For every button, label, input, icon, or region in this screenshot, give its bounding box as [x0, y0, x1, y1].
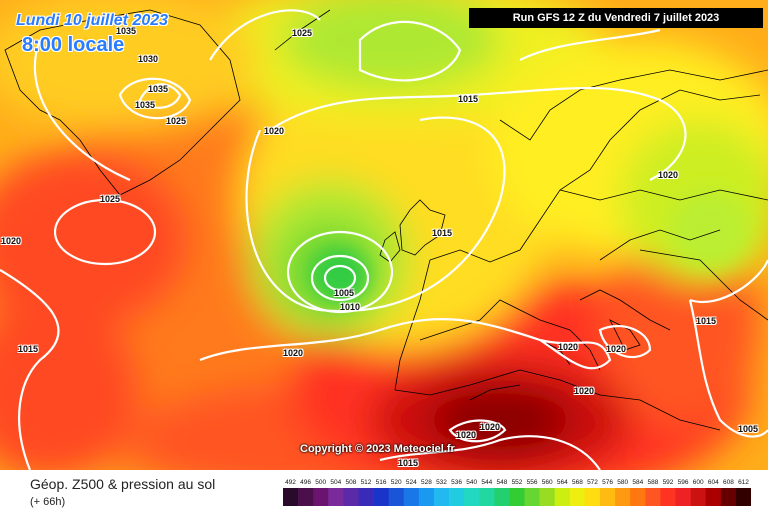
scale-tick-label: 496: [300, 479, 311, 486]
model-run-label: Run GFS 12 Z du Vendredi 7 juillet 2023: [469, 8, 763, 28]
color-scale: 492 496 500 504 508 512 516 520 524 528 532 536 540 5…: [283, 479, 751, 506]
scale-swatch: [705, 488, 722, 506]
isobar-label: 1020: [606, 344, 627, 354]
scale-tick-label: 544: [481, 479, 492, 486]
scale-swatch: [735, 488, 751, 506]
isobar-label: 1025: [166, 116, 187, 126]
isobar-label: 1020: [456, 430, 477, 440]
lead-time: (+ 66h): [30, 496, 66, 508]
scale-swatch: [645, 488, 661, 506]
scale-swatch: [569, 488, 586, 506]
scale-swatch: [343, 488, 359, 506]
isobar-label: 1015: [458, 94, 479, 104]
scale-tick-label: 560: [542, 479, 553, 486]
scale-tick-label: 596: [678, 479, 689, 486]
isobar-label: 1035: [148, 84, 169, 94]
scale-swatch: [615, 488, 631, 506]
scale-tick-label: 532: [436, 479, 447, 486]
isobar-label: 1020: [558, 342, 579, 352]
forecast-local-time: 8:00 locale: [22, 34, 125, 56]
scale-swatch: [600, 488, 616, 506]
scale-tick-label: 556: [527, 479, 538, 486]
geopotential-shading: [0, 0, 768, 470]
scale-swatch: [313, 488, 329, 506]
isobar-label: 1020: [480, 422, 501, 432]
isobar-label: 1025: [292, 28, 313, 38]
scale-tick-label: 552: [512, 479, 523, 486]
isobar-label: 1020: [658, 170, 679, 180]
scale-swatch: [690, 488, 706, 506]
scale-swatch: [403, 488, 420, 506]
scale-swatch: [509, 488, 525, 506]
scale-tick-label: 528: [421, 479, 432, 486]
isobar-label: 1020: [283, 348, 304, 358]
scale-tick-label: 604: [708, 479, 719, 486]
scale-tick-label: 516: [376, 479, 387, 486]
scale-swatch: [539, 488, 555, 506]
isobar-label: 1020: [1, 236, 22, 246]
isobar-label: 1015: [18, 344, 39, 354]
scale-tick-label: 508: [345, 479, 356, 486]
scale-swatch: [479, 488, 495, 506]
scale-tick-label: 584: [632, 479, 643, 486]
scale-swatch: [630, 488, 646, 506]
scale-tick-label: 536: [451, 479, 462, 486]
scale-tick-label: 612: [738, 479, 749, 486]
scale-swatch: [464, 488, 480, 506]
scale-tick-label: 548: [496, 479, 507, 486]
scale-swatch: [675, 488, 691, 506]
scale-swatch: [494, 488, 510, 506]
scale-tick-label: 500: [315, 479, 326, 486]
scale-tick-label: 592: [663, 479, 674, 486]
isobar-label: 1030: [138, 54, 159, 64]
legend-bar: Géop. Z500 & pression au sol (+ 66h) 492…: [0, 470, 768, 512]
scale-swatch: [434, 488, 450, 506]
scale-tick-label: 576: [602, 479, 613, 486]
scale-tick-label: 492: [285, 479, 296, 486]
forecast-date-title: Lundi 10 juillet 2023: [16, 12, 169, 29]
scale-tick-label: 504: [330, 479, 341, 486]
scale-swatch: [388, 488, 405, 506]
scale-swatch: [554, 488, 571, 506]
scale-swatch: [283, 488, 299, 506]
scale-swatch: [584, 488, 601, 506]
isobar-label: 1015: [398, 458, 419, 468]
scale-tick-label: 572: [587, 479, 598, 486]
scale-tick-label: 588: [647, 479, 658, 486]
isobar-label: 1035: [135, 100, 156, 110]
isobar-label: 1020: [264, 126, 285, 136]
isobar-label: 1005: [334, 288, 355, 298]
scale-swatch: [358, 488, 374, 506]
scale-tick-label: 540: [466, 479, 477, 486]
scale-swatch: [298, 488, 314, 506]
scale-tick-label: 524: [406, 479, 417, 486]
isobar-label: 1025: [100, 194, 121, 204]
isobar-label: 1005: [738, 424, 759, 434]
isobar-label: 1015: [432, 228, 453, 238]
scale-tick-label: 512: [361, 479, 372, 486]
scale-tick-label: 600: [693, 479, 704, 486]
coastlines: [4, 9, 768, 431]
scale-swatch: [720, 488, 737, 506]
scale-swatch: [660, 488, 676, 506]
scale-tick-label: 568: [572, 479, 583, 486]
isobar-label: 1020: [574, 386, 595, 396]
isobars: [0, 9, 768, 470]
scale-tick-label: 580: [617, 479, 628, 486]
field-title: Géop. Z500 & pression au sol: [30, 476, 216, 492]
scale-swatch: [524, 488, 540, 506]
scale-tick-label: 608: [723, 479, 734, 486]
isobar-label: 1010: [340, 302, 361, 312]
scale-tick-label: 564: [557, 479, 568, 486]
scale-swatch: [328, 488, 344, 506]
scale-swatch: [373, 488, 389, 506]
isobar-label: 1035: [116, 26, 137, 36]
geopotential-map: [0, 0, 768, 470]
scale-swatch: [418, 488, 435, 506]
isobar-label: 1015: [696, 316, 717, 326]
scale-swatch: [449, 488, 465, 506]
copyright-notice: Copyright © 2023 Meteociel.fr: [300, 443, 455, 455]
scale-tick-label: 520: [391, 479, 402, 486]
